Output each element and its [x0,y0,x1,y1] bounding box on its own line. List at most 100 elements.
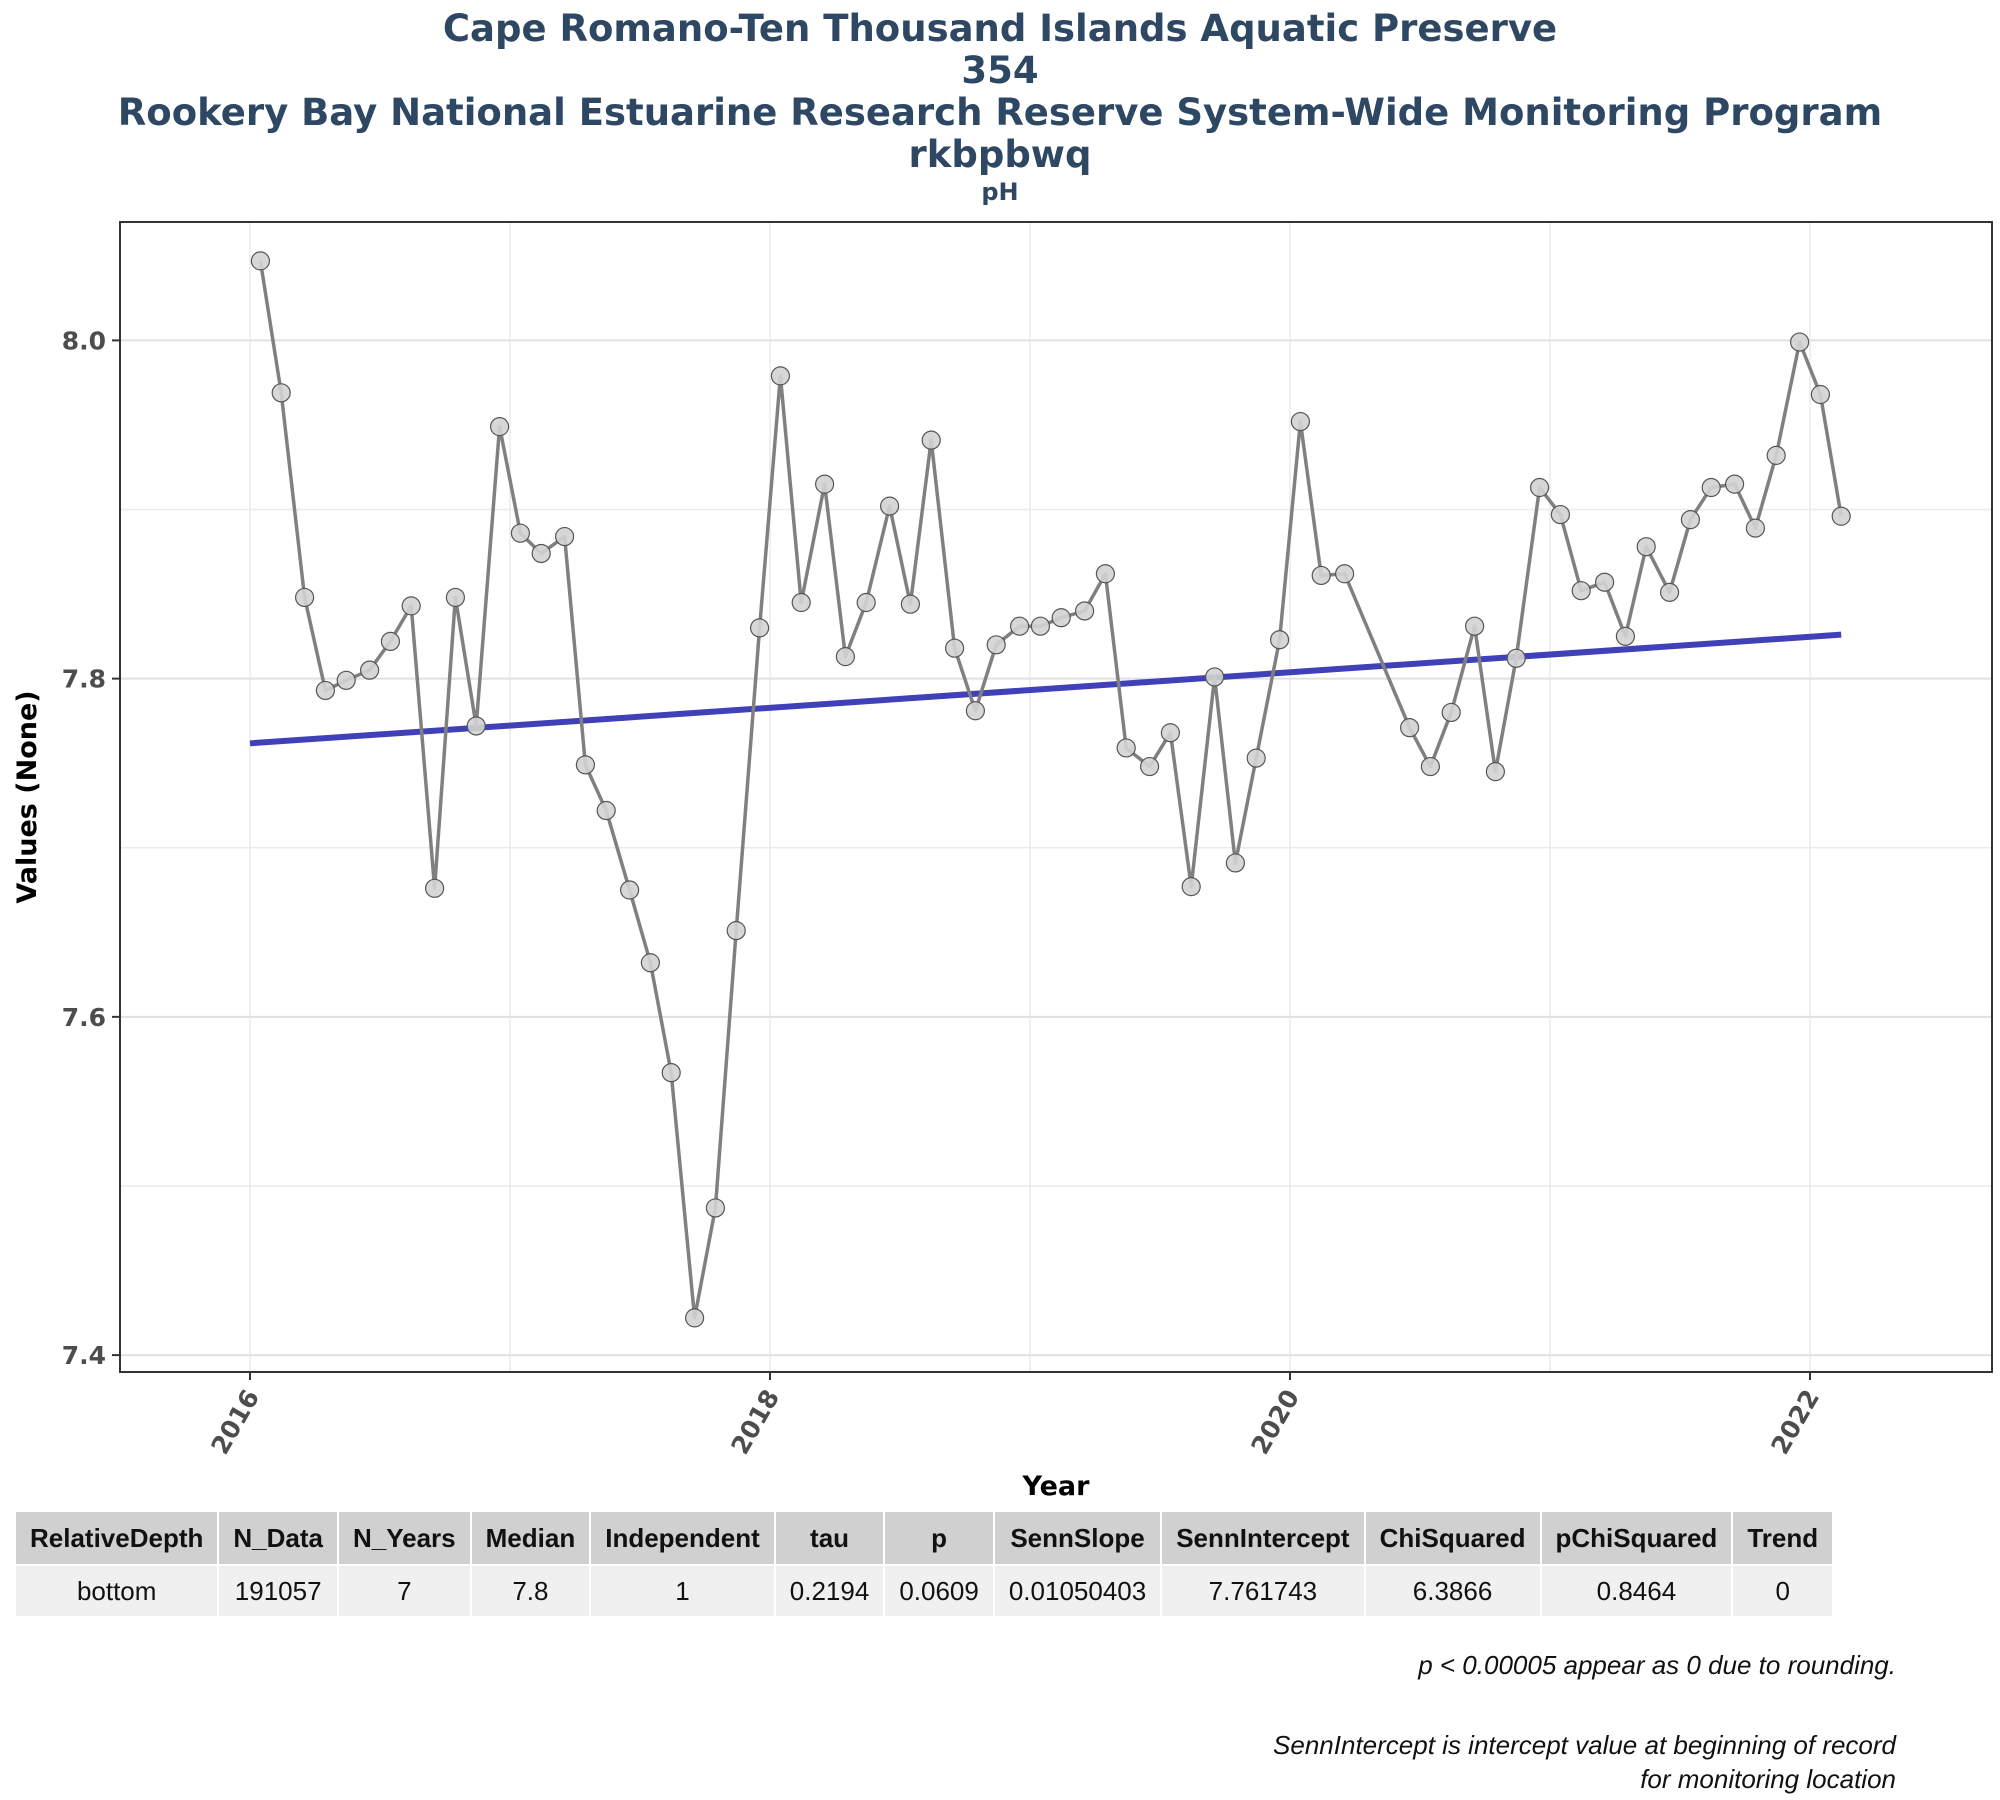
table-cell: 7.761743 [1161,1564,1366,1616]
data-point [1615,626,1636,646]
data-point [879,496,900,516]
x-axis-title: Year [1022,1471,1091,1500]
table-cell: bottom [16,1564,220,1616]
table-header-cell: SennSlope [993,1512,1163,1565]
data-point [1009,616,1030,636]
data-point [726,921,746,941]
data-point [1636,537,1656,557]
table-cell: 6.3866 [1364,1564,1542,1616]
chart-title-block: Cape Romano-Ten Thousand Islands Aquatic… [0,8,2000,208]
table-body: bottom 191057 7 7.8 1 0.2194 0.0609 0.01050403 7… [16,1564,1835,1616]
data-point [1464,616,1485,636]
table-header-cell: pChiSquared [1540,1512,1734,1565]
footnote-intercept: SennIntercept is intercept value at begi… [1273,1730,1896,1794]
table-cell: 0.0609 [884,1564,995,1616]
data-point [1594,572,1615,592]
data-point [1399,718,1420,738]
table-header-cell: SennIntercept [1161,1512,1366,1565]
data-point [1701,477,1721,498]
data-point [1290,411,1311,432]
grid-lines [120,222,1992,1372]
data-point [445,587,465,608]
chart-title-line-3: Rookery Bay National Estuarine Research … [117,91,1883,134]
data-point [619,880,640,900]
chart-title-line-1: Cape Romano-Ten Thousand Islands Aquatic… [442,7,1558,50]
data-point [1311,565,1331,586]
sen-slope-trend-line [249,631,1842,747]
data-point [640,953,661,973]
series-layer [250,251,1851,1328]
table-header-cell: Median [470,1512,592,1565]
data-point [250,251,270,271]
data-point [684,1308,705,1328]
data-point [295,587,315,608]
data-point [466,716,486,736]
data-point [1246,748,1266,768]
data-point [401,596,421,616]
data-point [510,523,531,543]
data-point [596,800,616,821]
data-point [1571,581,1591,601]
data-point [1181,877,1201,897]
ph-line-chart: 7.4 7.6 7.8 8.0 2016 2018 2020 2022 Year Values… [12,221,1993,1500]
table-cell: 0.01050403 [993,1564,1163,1616]
data-point [1550,504,1571,525]
axis-ticks: 7.4 7.6 7.8 8.0 2016 2018 2020 2022 [62,326,1825,1459]
table-header-cell: Independent [590,1512,776,1565]
y-tick-label: 7.8 [62,665,106,694]
data-point [944,638,965,658]
data-point [1204,667,1225,687]
x-tick-label: 2022 [1765,1385,1825,1460]
data-point [1506,648,1526,668]
data-point [1095,564,1116,584]
table-row: bottom 191057 7 7.8 1 0.2194 0.0609 0.01050403 7… [16,1564,1835,1616]
data-point [315,680,335,701]
data-point [965,701,986,721]
data-point [1485,762,1506,782]
data-point [575,755,596,775]
data-point [900,594,921,614]
data-point [380,631,400,652]
data-point [1030,616,1051,636]
table-header-cell: tau [774,1512,886,1565]
x-tick-label: 2020 [1245,1385,1305,1460]
table-cell: 7 [337,1564,472,1616]
data-point [856,592,876,613]
table-header-cell: N_Years [337,1512,472,1565]
table-header-row: RelativeDepth N_Data N_Years Median Independ… [16,1512,1835,1565]
data-point [749,618,770,638]
x-tick-label: 2016 [205,1385,265,1460]
data-point [791,592,811,613]
data-point [1139,756,1160,777]
data-point [1724,474,1745,494]
table-cell: 1 [590,1564,776,1616]
data-point [986,635,1006,655]
data-point [1529,477,1550,498]
table-cell: 0.2194 [774,1564,886,1616]
data-point [554,526,575,547]
data-point [490,417,510,437]
data-point [1766,445,1786,465]
data-point [814,474,835,494]
data-point [1659,582,1680,602]
table-header-cell: Trend [1732,1512,1835,1565]
y-tick-label: 8.0 [62,326,106,355]
data-point [1789,332,1810,352]
data-point [1441,702,1461,723]
data-point [1269,630,1290,650]
data-point [1225,853,1246,873]
data-point [1420,756,1441,777]
data-point [1160,723,1181,743]
data-point [531,543,551,564]
y-tick-label: 7.4 [62,1341,106,1370]
table-cell: 0.8464 [1540,1564,1734,1616]
data-point [770,366,791,386]
table-cell: 191057 [218,1564,339,1616]
data-point [360,660,380,680]
data-point [425,878,445,898]
table-header-cell: RelativeDepth [16,1512,220,1565]
table-header-cell: N_Data [218,1512,339,1565]
table-cell: 0 [1732,1564,1835,1616]
data-point [271,383,291,403]
y-tick-label: 7.6 [62,1003,106,1032]
